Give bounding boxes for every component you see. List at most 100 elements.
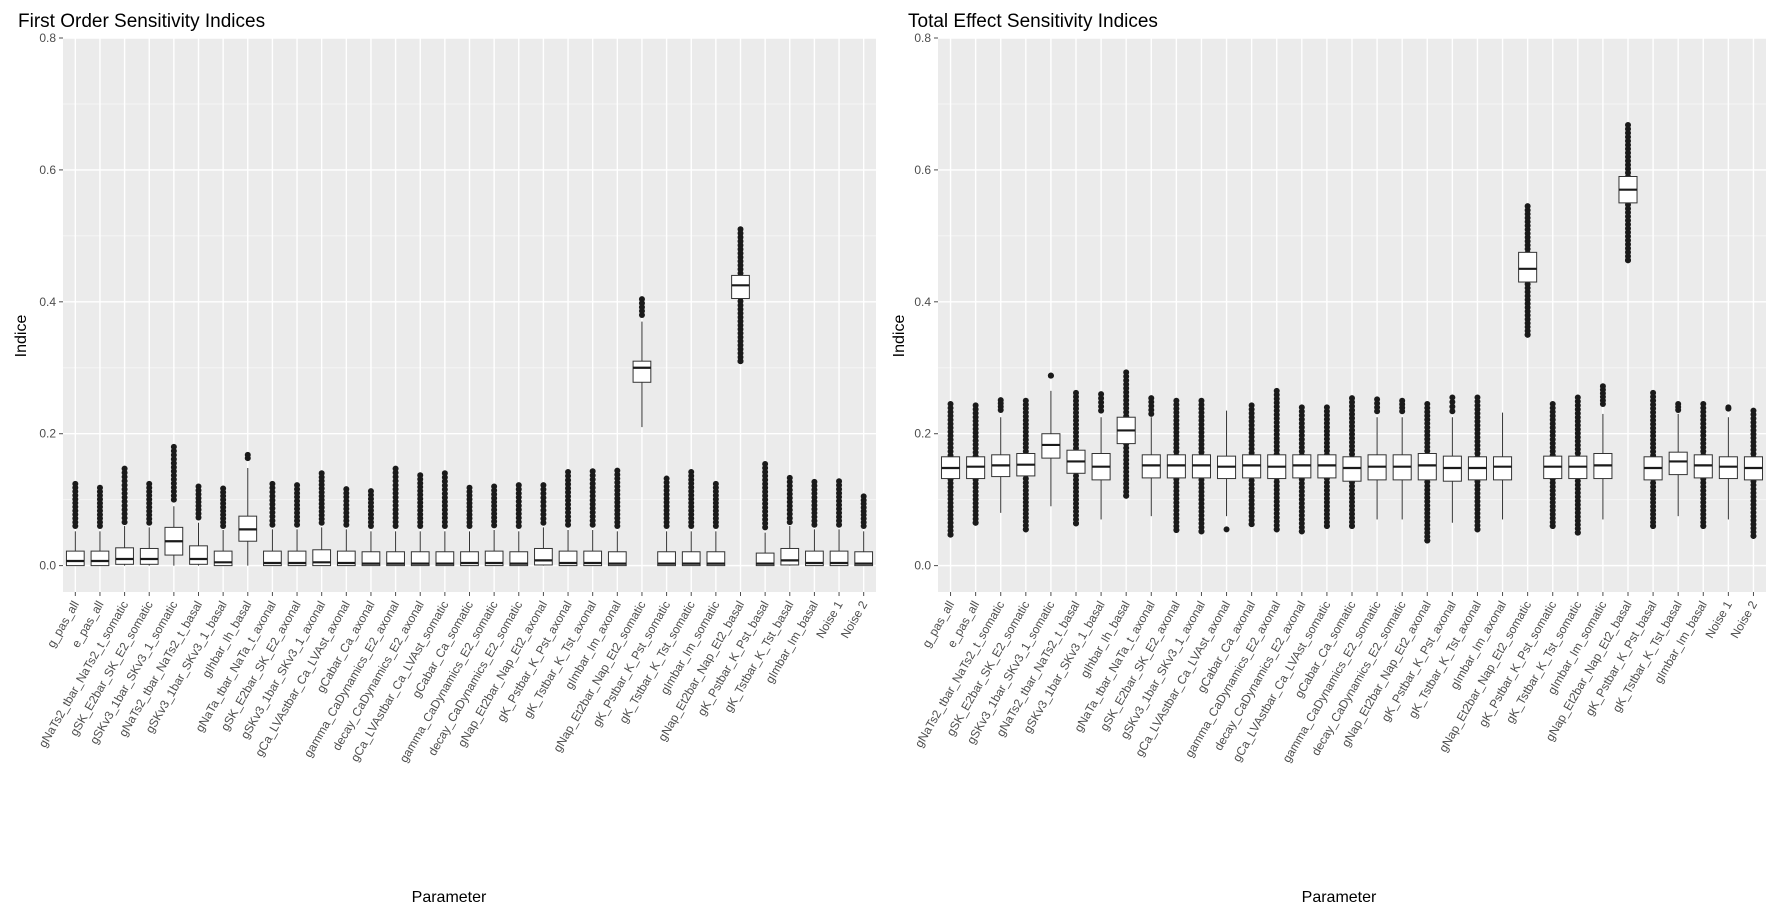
outlier-point — [1022, 526, 1029, 533]
outlier-point — [1625, 122, 1631, 129]
box-body — [361, 551, 381, 567]
outlier-point — [972, 519, 979, 526]
y-tick-label: 0.2 — [914, 427, 931, 441]
box-gK_Pstbar_K_Pst_axonal — [558, 468, 578, 567]
outlier-point — [392, 482, 399, 489]
outlier-point — [121, 506, 128, 513]
outlier-point — [540, 503, 547, 510]
box-gNap_Et2bar_Nap_Et2_axonal — [534, 482, 553, 566]
outlier-point — [1349, 523, 1355, 530]
box-gCabar_Ca_axonal — [361, 488, 381, 567]
y-tick-label: 0.2 — [39, 427, 56, 441]
outlier-point — [589, 492, 596, 499]
box-gImbar_Im_basal — [1693, 401, 1713, 530]
outlier-point — [244, 451, 251, 458]
outlier-point — [1198, 528, 1205, 535]
outlier-point — [737, 358, 744, 365]
outlier-point — [1148, 395, 1155, 402]
outlier-point — [1098, 399, 1105, 406]
box-gK_Pstbar_K_Pst_basal — [1643, 389, 1663, 530]
outlier-point — [1650, 523, 1657, 530]
box-body — [681, 551, 701, 567]
outlier-point — [1675, 401, 1682, 408]
box-body — [780, 547, 800, 566]
box-body — [1417, 453, 1437, 481]
outlier-point — [170, 443, 177, 450]
outlier-point — [367, 488, 374, 495]
total-effect-chart: Total Effect Sensitivity Indices Indice … — [891, 11, 1766, 906]
y-tick-label: 0.8 — [39, 31, 56, 45]
box-gK_Tstbar_K_Tst_axonal — [1467, 394, 1487, 533]
box-gK_Pstbar_K_Pst_axonal — [1442, 394, 1462, 523]
outlier-point — [269, 480, 276, 487]
outlier-point — [392, 510, 399, 517]
box-gK_Pstbar_K_Pst_somatic — [657, 475, 676, 567]
outlier-point — [491, 483, 498, 490]
outlier-point — [1047, 372, 1054, 379]
outlier-point — [1625, 257, 1631, 264]
outlier-point — [1198, 397, 1205, 404]
y-axis-title: Indice — [891, 315, 908, 358]
box-gNap_Et2bar_Nap_Et2_somatic — [1518, 203, 1538, 338]
outlier-point — [72, 480, 79, 487]
outlier-point — [392, 523, 399, 530]
outlier-point — [195, 483, 202, 490]
outlier-point — [121, 498, 128, 505]
outlier-point — [392, 469, 399, 476]
outlier-point — [1524, 331, 1531, 338]
outlier-point — [1650, 389, 1657, 396]
outlier-point — [1474, 526, 1481, 533]
outlier-point — [737, 226, 744, 233]
outlier-point — [121, 490, 128, 497]
outlier-point — [947, 401, 954, 408]
box-gImbar_Im_axonal — [607, 467, 627, 567]
outlier-point — [1374, 396, 1381, 403]
box-Noise 2 — [854, 493, 874, 567]
outlier-point — [1449, 394, 1456, 401]
outlier-point — [294, 482, 301, 489]
outlier-point — [589, 484, 596, 491]
outlier-point — [1549, 401, 1556, 408]
outlier-point — [972, 402, 979, 409]
box-decay_CaDynamics_E2_axonal — [410, 472, 430, 567]
box-body — [1493, 456, 1513, 481]
outlier-point — [96, 484, 103, 491]
box-gSK_E2bar_SK_E2_axonal — [287, 482, 307, 567]
box-Noise 1 — [829, 478, 849, 567]
box-gK_Tstbar_K_Tst_somatic — [681, 468, 701, 567]
outlier-point — [1123, 492, 1130, 499]
outlier-point — [589, 513, 596, 520]
outlier-point — [540, 507, 547, 514]
outlier-point — [392, 494, 399, 501]
outlier-point — [466, 484, 473, 491]
box-body — [1518, 251, 1538, 283]
box-g_pas_all — [941, 401, 961, 538]
outlier-point — [1349, 395, 1355, 402]
y-tick-label: 0.4 — [914, 295, 931, 309]
outlier-point — [121, 519, 128, 526]
box-gamma_CaDynamics_E2_somatic — [1367, 396, 1387, 520]
outlier-point — [589, 476, 596, 483]
outlier-point — [392, 490, 399, 497]
outlier-point — [1424, 537, 1431, 544]
box-gNap_Et2bar_Nap_Et2_basal — [1618, 122, 1638, 264]
box-gCabar_Ca_somatic — [1342, 395, 1362, 530]
y-tick-label: 0.6 — [914, 163, 931, 177]
outlier-point — [1073, 389, 1079, 396]
box-gSKv3_1bar_SKv3_1_somatic — [1041, 372, 1061, 507]
outlier-point — [540, 482, 547, 489]
box-body — [534, 547, 553, 566]
outlier-point — [392, 465, 399, 472]
outlier-point — [1173, 397, 1180, 404]
box-body — [435, 551, 455, 567]
chart-title: First Order Sensitivity Indices — [18, 11, 265, 32]
outlier-point — [540, 511, 547, 518]
box-gSK_E2bar_SK_E2_somatic — [1016, 397, 1036, 533]
outlier-point — [1323, 523, 1330, 530]
outlier-point — [1524, 203, 1531, 210]
outlier-point — [1298, 404, 1305, 411]
box-body — [189, 545, 208, 565]
outlier-point — [392, 518, 399, 525]
outlier-point — [811, 478, 818, 485]
outlier-point — [589, 497, 596, 504]
